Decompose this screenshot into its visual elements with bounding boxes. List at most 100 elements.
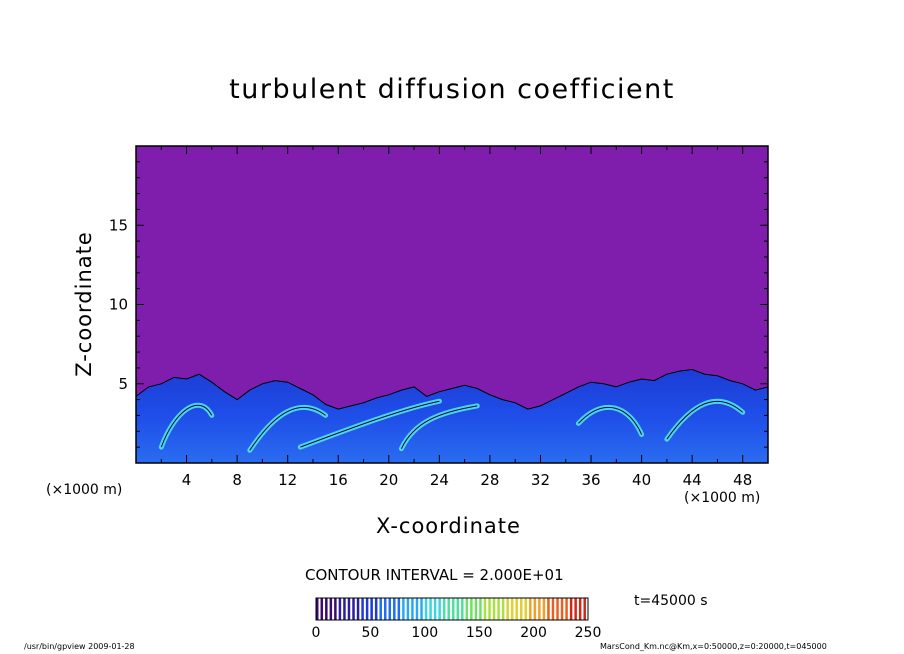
colorbar-cell xyxy=(370,598,373,620)
colorbar-cell xyxy=(569,598,573,620)
colorbar-cell xyxy=(538,598,541,620)
colorbar-cell xyxy=(510,598,514,620)
colorbar-cell xyxy=(520,598,523,620)
eddy-contour-0 xyxy=(249,406,326,451)
x-tick-label-40: 40 xyxy=(632,471,651,489)
colorbar-cell xyxy=(393,598,396,620)
colorbar-cell xyxy=(479,598,482,620)
colorbar-frame xyxy=(315,597,589,621)
time-label: t=45000 s xyxy=(634,593,708,609)
x-tick-label-20: 20 xyxy=(379,471,398,489)
eddy-contour-1 xyxy=(300,400,440,448)
colorbar-cell xyxy=(470,598,473,620)
colorbar-cell xyxy=(334,598,337,620)
colorbar-cell xyxy=(320,598,324,620)
x-tick-label-48: 48 xyxy=(733,471,752,489)
colorbar-cell xyxy=(542,598,546,620)
colorbar-cell xyxy=(501,598,505,620)
colorbar-cell xyxy=(433,598,437,620)
colorbar: 0 50 100 150 200 250 xyxy=(312,597,602,641)
y-tick-label-10: 10 xyxy=(109,296,128,314)
colorbar-cell xyxy=(474,598,478,620)
colorbar-cell xyxy=(583,598,586,620)
x-tick-label-4: 4 xyxy=(182,471,192,489)
colorbar-cell xyxy=(556,598,559,620)
contour-interval-label: CONTOUR INTERVAL = 2.000E+01 xyxy=(305,566,564,584)
eddy-contour-2 xyxy=(400,405,478,449)
colorbar-cell xyxy=(524,598,528,620)
x-tick-label-44: 44 xyxy=(683,471,702,489)
colorbar-cell xyxy=(424,598,428,620)
colorbar-cell xyxy=(438,598,441,620)
colorbar-tick-label-100: 100 xyxy=(411,625,438,641)
colorbar-cell xyxy=(506,598,509,620)
boundary-layer-field xyxy=(135,368,769,464)
x-tick-label-16: 16 xyxy=(329,471,348,489)
colorbar-cell xyxy=(316,598,319,620)
colorbar-cell xyxy=(429,598,432,620)
colorbar-tick-label-150: 150 xyxy=(466,625,493,641)
colorbar-cell xyxy=(402,598,405,620)
x-axis-unit-left: (×1000 m) xyxy=(46,482,123,498)
colorbar-cell xyxy=(329,598,333,620)
colorbar-cell xyxy=(411,598,414,620)
colorbar-cell xyxy=(492,598,496,620)
colorbar-cell xyxy=(356,598,360,620)
colorbar-cell xyxy=(442,598,446,620)
x-tick-label-32: 32 xyxy=(531,471,550,489)
boundary-layer-region xyxy=(135,368,769,464)
y-tick-label-15: 15 xyxy=(109,216,128,234)
x-tick-label-12: 12 xyxy=(278,471,297,489)
x-tick-label-28: 28 xyxy=(480,471,499,489)
colorbar-cell xyxy=(547,598,550,620)
colorbar-cell xyxy=(338,598,342,620)
x-axis-unit-right: (×1000 m) xyxy=(684,490,761,506)
colorbar-cell xyxy=(379,598,382,620)
colorbar-cell xyxy=(388,598,392,620)
colorbar-cell xyxy=(565,598,568,620)
x-tick-label-8: 8 xyxy=(232,471,242,489)
colorbar-tick-label-0: 0 xyxy=(312,625,321,641)
x-tick-label-36: 36 xyxy=(581,471,600,489)
x-axis-label: X-coordinate xyxy=(376,514,521,538)
colorbar-cell xyxy=(384,598,387,620)
colorbar-cell xyxy=(483,598,487,620)
colorbar-cell xyxy=(415,598,419,620)
colorbar-cell xyxy=(365,598,369,620)
colorbar-cell xyxy=(325,598,328,620)
colorbar-cell xyxy=(397,598,401,620)
x-tick-label-24: 24 xyxy=(430,471,449,489)
footer-command: /usr/bin/gpview 2009-01-28 xyxy=(24,642,135,651)
colorbar-cell xyxy=(352,598,355,620)
colorbar-cell xyxy=(347,598,351,620)
eddy-contour-3 xyxy=(578,406,643,435)
colorbar-cell xyxy=(529,598,532,620)
colorbar-cell xyxy=(560,598,564,620)
colorbar-cell xyxy=(456,598,460,620)
colorbar-cell xyxy=(343,598,346,620)
colorbar-cell xyxy=(515,598,518,620)
colorbar-tick-label-50: 50 xyxy=(361,625,379,641)
colorbar-cell xyxy=(420,598,423,620)
colorbar-cell xyxy=(452,598,455,620)
colorbar-cell xyxy=(406,598,410,620)
colorbar-cell xyxy=(374,598,378,620)
colorbar-cell xyxy=(574,598,577,620)
colorbar-cell xyxy=(447,598,450,620)
colorbar-tick-label-250: 250 xyxy=(575,625,602,641)
colorbar-tick-label-200: 200 xyxy=(520,625,547,641)
eddy-contour-5 xyxy=(160,404,213,448)
colorbar-cell xyxy=(551,598,555,620)
colorbar-cell xyxy=(497,598,500,620)
colorbar-cell xyxy=(533,598,537,620)
eddy-contour-4 xyxy=(666,400,744,440)
colorbar-cell xyxy=(465,598,469,620)
colorbar-cell xyxy=(578,598,582,620)
footer-file-info: MarsCond_Km.nc@Km,x=0:50000,z=0:20000,t=… xyxy=(600,642,827,651)
chart-title: turbulent diffusion coefficient xyxy=(229,74,675,105)
colorbar-cell xyxy=(461,598,464,620)
y-tick-label-5: 5 xyxy=(118,375,128,393)
colorbar-cell xyxy=(488,598,491,620)
